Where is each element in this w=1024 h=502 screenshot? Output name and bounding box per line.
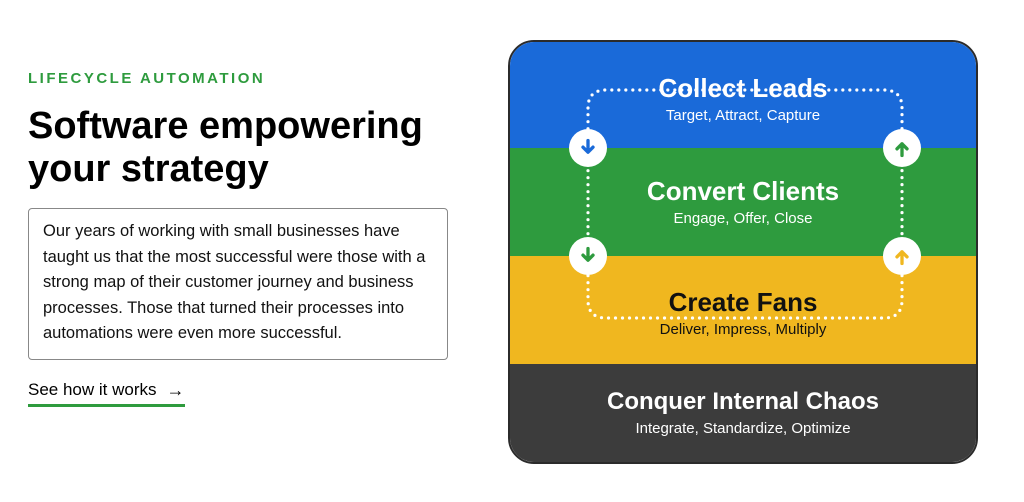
row-subtitle: Target, Attract, Capture	[666, 107, 820, 124]
main-heading: Software empowering your strategy	[28, 105, 448, 190]
lifecycle-diagram: Collect Leads Target, Attract, Capture C…	[508, 40, 978, 464]
see-how-it-works-link[interactable]: See how it works →	[28, 380, 185, 407]
cta-label: See how it works	[28, 380, 157, 400]
row-subtitle: Deliver, Impress, Multiply	[660, 321, 827, 338]
diagram-row-conquer-chaos: Conquer Internal Chaos Integrate, Standa…	[510, 364, 976, 462]
arrow-up-icon	[883, 237, 921, 275]
arrow-right-icon: →	[167, 381, 185, 399]
row-subtitle: Engage, Offer, Close	[674, 210, 813, 227]
row-subtitle: Integrate, Standardize, Optimize	[635, 420, 850, 437]
arrow-down-icon	[569, 129, 607, 167]
row-title: Convert Clients	[647, 177, 839, 206]
row-title: Conquer Internal Chaos	[607, 389, 879, 415]
body-copy: Our years of working with small business…	[28, 208, 448, 360]
arrow-down-icon	[569, 237, 607, 275]
row-title: Create Fans	[669, 288, 818, 317]
eyebrow-label: LIFECYCLE AUTOMATION	[28, 70, 448, 87]
row-title: Collect Leads	[658, 74, 827, 103]
arrow-up-icon	[883, 129, 921, 167]
